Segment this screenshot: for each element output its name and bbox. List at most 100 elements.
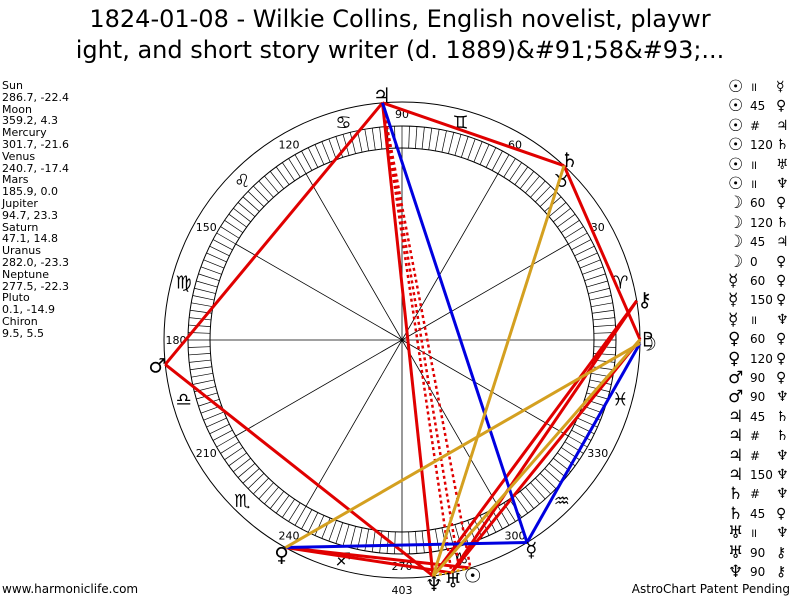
degree-tick: [371, 530, 376, 552]
degree-tick: [539, 473, 557, 489]
degree-tick: [514, 495, 529, 514]
house-spoke: [235, 339, 403, 437]
aspect-planet-2: ♀: [776, 292, 787, 309]
degree-tick: [497, 154, 510, 174]
aspect-planet-2: ♆: [776, 389, 789, 406]
aspect-type: ॥: [750, 157, 758, 172]
aspect-line: [382, 101, 565, 168]
aspect-row: ♂ 90 ♀: [724, 369, 800, 388]
aspect-planet-1: ♄: [728, 484, 744, 505]
aspect-type: 60: [750, 274, 766, 288]
degree-tick: [294, 506, 307, 526]
degree-tick: [288, 158, 301, 178]
footer-patent-notice: AstroChart Patent Pending: [631, 582, 790, 596]
degree-tick: [191, 302, 213, 308]
house-spoke: [305, 173, 403, 341]
degree-tick: [253, 477, 269, 495]
aspect-planet-1: ☉: [728, 115, 744, 136]
aspect-line: [381, 102, 435, 577]
degree-tick: [321, 141, 331, 163]
aspect-planet-2: ♄: [776, 428, 789, 445]
degree-tick: [454, 134, 462, 156]
planet-glyph-mercury: ☿: [525, 537, 537, 561]
degree-tick: [258, 482, 274, 500]
aspect-row: ♃ 45 ♄: [724, 407, 800, 427]
aspect-type: #: [750, 118, 761, 133]
aspect-planet-2: ⚷: [776, 564, 787, 580]
aspect-line: [450, 338, 642, 574]
degree-tick: [188, 353, 211, 356]
planet-coords-pluto: 0.1, -14.9: [2, 303, 55, 317]
aspect-planet-1: ☽: [728, 251, 744, 272]
aspect-type: 60: [750, 196, 766, 211]
aspect-type: 120: [750, 351, 773, 366]
degree-tick: [509, 162, 522, 182]
degree-tick: [503, 158, 516, 178]
house-spoke: [401, 339, 569, 437]
aspect-type: 45: [750, 409, 766, 424]
aspect-type: 90: [750, 371, 766, 385]
degree-tick: [258, 180, 274, 198]
degree-tick: [460, 136, 469, 158]
footer-website[interactable]: www.harmoniclife.com: [2, 582, 139, 596]
degree-tick: [188, 324, 211, 327]
aspect-row: ☉ ॥ ♆: [724, 175, 800, 194]
degree-tick: [454, 524, 462, 546]
planet-glyph-sun: ☉: [464, 564, 482, 588]
degree-tick: [314, 144, 325, 165]
aspect-line: [285, 546, 452, 575]
aspect-line: [285, 540, 528, 550]
aspect-planet-2: ♆: [776, 311, 789, 328]
aspect-line: [381, 102, 461, 572]
degree-tick: [307, 512, 319, 533]
zodiac-sign-glyph: ♍: [176, 273, 192, 294]
aspect-planet-1: ☽: [728, 193, 744, 214]
aspect-line: [164, 363, 434, 578]
degree-tick: [592, 317, 615, 321]
degree-tick: [408, 531, 410, 554]
degree-tick: [253, 185, 269, 203]
degree-tick: [548, 463, 567, 478]
aspect-planet-2: ♀: [776, 331, 787, 348]
planet-name-uranus: Uranus: [2, 244, 41, 258]
aspect-planet-1: ♂: [728, 368, 744, 388]
degree-tick: [535, 185, 551, 203]
degree-label: 240: [279, 530, 300, 543]
degree-tick: [224, 447, 244, 460]
degree-label: 300: [505, 530, 526, 543]
planet-name-jupiter: Jupiter: [2, 196, 38, 210]
planet-coords-moon: 359.2, 4.3: [2, 114, 58, 128]
aspect-line: [450, 299, 638, 574]
degree-tick: [448, 132, 455, 154]
aspect-row: ♃ # ♄: [724, 427, 800, 446]
aspect-planet-1: ☉: [728, 135, 744, 156]
degree-tick: [428, 128, 433, 150]
aspect-line: [284, 342, 641, 549]
degree-tick: [282, 498, 295, 518]
degree-tick: [408, 126, 410, 149]
degree-tick: [574, 245, 595, 257]
planet-coords-saturn: 47.1, 14.8: [2, 232, 58, 246]
aspect-planet-2: ♄: [776, 408, 789, 425]
aspect-row: ♆ 90 ⚷: [724, 563, 800, 582]
aspect-row: ♄ # ♆: [724, 485, 800, 504]
aspect-row: ☽ 45 ♃: [724, 233, 800, 252]
aspect-type: 45: [750, 235, 766, 250]
aspect-planet-2: ☿: [776, 79, 785, 95]
aspect-planet-1: ♃: [728, 445, 744, 466]
aspect-planet-2: ♀: [776, 195, 787, 212]
degree-tick: [247, 473, 265, 489]
degree-tick: [530, 180, 546, 198]
aspect-planet-2: ♀: [776, 370, 787, 386]
degree-tick: [473, 141, 483, 163]
planet-positions-list: Sun 286.7, -22.4 Moon 359.2, 4.3 Mercury 301.…: [2, 80, 69, 340]
planet-name-mercury: Mercury: [2, 126, 47, 140]
aspect-row: ☉ 45 ♀: [724, 97, 800, 116]
degree-label: 120: [279, 138, 300, 151]
degree-tick: [228, 213, 247, 228]
degree-label: 330: [587, 447, 608, 460]
aspect-planet-1: ♀: [728, 329, 741, 350]
degree-tick: [342, 524, 350, 546]
degree-tick: [553, 207, 571, 223]
